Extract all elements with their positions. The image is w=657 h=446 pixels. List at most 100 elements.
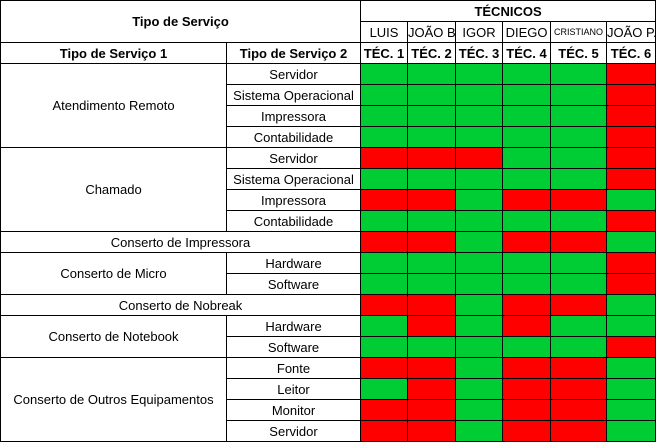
status-cell-tec-3	[455, 357, 504, 379]
status-cell-tec-1	[360, 336, 409, 358]
service-type2-cell: Contabilidade	[225, 210, 362, 232]
status-cell-tec-1	[360, 63, 409, 85]
table-row: Conserto de Outros Equipamentos Fonte	[0, 357, 657, 442]
status-cell-tec-2	[407, 168, 457, 190]
table-row: Conserto de Nobreak	[0, 294, 657, 316]
tech-code-2: TÉC. 2	[407, 42, 457, 64]
status-cell-tec-5	[550, 294, 608, 316]
status-cell-tec-6	[606, 147, 657, 169]
status-cell-tec-3	[455, 126, 504, 148]
status-cell-tec-5	[550, 252, 608, 274]
status-cell-tec-3	[455, 399, 504, 421]
status-cell-tec-2	[407, 210, 457, 232]
status-cell-tec-1	[360, 231, 409, 253]
status-cell-tec-3	[455, 210, 504, 232]
status-cell-tec-1	[360, 189, 409, 211]
status-cell-tec-1	[360, 168, 409, 190]
status-cell-tec-6	[606, 420, 657, 442]
status-cell-tec-3	[455, 294, 504, 316]
status-cell-tec-6	[606, 252, 657, 274]
status-cell-tec-2	[407, 399, 457, 421]
service-type1-cell: Chamado	[0, 147, 227, 232]
status-cell-tec-3	[455, 273, 504, 295]
status-cell-tec-2	[407, 147, 457, 169]
tech-code-6: TÉC. 6	[606, 42, 657, 64]
tech-code-1: TÉC. 1	[360, 42, 409, 64]
service-type1-cell: Atendimento Remoto	[0, 63, 227, 148]
service-type2-cell: Servidor	[225, 420, 362, 442]
status-cell-tec-6	[606, 168, 657, 190]
status-cell-tec-6	[606, 315, 657, 337]
status-cell-tec-5	[550, 336, 608, 358]
service-type2-cell: Sistema Operacional	[225, 84, 362, 106]
status-cell-tec-5	[550, 168, 608, 190]
service-type1-cell: Conserto de Impressora	[0, 231, 362, 253]
table-row: Conserto de Impressora	[0, 231, 657, 253]
table-row: Servidor	[1, 420, 657, 442]
status-cell-tec-4	[502, 231, 552, 253]
status-cell-tec-4	[502, 63, 552, 85]
status-cell-tec-5	[550, 399, 608, 421]
status-cell-tec-6	[606, 63, 657, 85]
service-type2-cell: Software	[225, 336, 362, 358]
status-cell-tec-4	[502, 252, 552, 274]
service-type1-cell: Conserto de Micro	[0, 252, 227, 295]
status-cell-tec-2	[407, 357, 457, 379]
status-cell-tec-5	[550, 420, 608, 442]
status-cell-tec-6	[606, 357, 657, 379]
table-row: Sistema Operacional	[1, 168, 657, 190]
status-cell-tec-2	[407, 420, 457, 442]
table-row: Impressora	[1, 189, 657, 211]
tech-code-3: TÉC. 3	[455, 42, 504, 64]
status-cell-tec-3	[455, 147, 504, 169]
status-cell-tec-4	[502, 126, 552, 148]
tech-name-5: CRISTIANO	[550, 21, 608, 43]
status-cell-tec-6	[606, 105, 657, 127]
status-cell-tec-5	[550, 147, 608, 169]
status-cell-tec-2	[407, 336, 457, 358]
tipo-servico-header: Tipo de Serviço	[0, 0, 362, 43]
status-cell-tec-5	[550, 357, 608, 379]
service-type2-cell: Servidor	[225, 147, 362, 169]
status-cell-tec-6	[606, 399, 657, 421]
status-cell-tec-3	[455, 168, 504, 190]
status-cell-tec-2	[407, 105, 457, 127]
status-cell-tec-3	[455, 420, 504, 442]
status-cell-tec-1	[360, 84, 409, 106]
service-type1-cell: Conserto de Notebook	[0, 315, 227, 358]
status-cell-tec-4	[502, 273, 552, 295]
status-cell-tec-1	[360, 273, 409, 295]
tech-code-4: TÉC. 4	[502, 42, 552, 64]
service-type2-cell: Hardware	[225, 252, 362, 274]
status-cell-tec-4	[502, 210, 552, 232]
status-cell-tec-4	[502, 168, 552, 190]
status-cell-tec-1	[360, 105, 409, 127]
status-cell-tec-6	[606, 189, 657, 211]
tech-name-2: JOÃO B.	[407, 21, 457, 43]
status-cell-tec-4	[502, 294, 552, 316]
status-cell-tec-2	[407, 126, 457, 148]
status-cell-tec-4	[502, 84, 552, 106]
service-type2-cell: Leitor	[225, 378, 362, 400]
status-cell-tec-3	[455, 63, 504, 85]
status-cell-tec-2	[407, 189, 457, 211]
status-cell-tec-2	[407, 231, 457, 253]
status-cell-tec-3	[455, 231, 504, 253]
header-row-top: Tipo de Serviço TÉCNICOS	[0, 0, 657, 43]
status-cell-tec-3	[455, 189, 504, 211]
status-cell-tec-1	[360, 399, 409, 421]
status-cell-tec-4	[502, 357, 552, 379]
status-cell-tec-6	[606, 378, 657, 400]
status-cell-tec-1	[360, 294, 409, 316]
status-cell-tec-5	[550, 105, 608, 127]
col-tipo1-header: Tipo de Serviço 1	[0, 42, 227, 64]
status-cell-tec-6	[606, 336, 657, 358]
status-cell-tec-5	[550, 273, 608, 295]
tech-name-6: JOÃO P.	[606, 21, 657, 43]
status-cell-tec-1	[360, 315, 409, 337]
service-type2-cell: Monitor	[225, 399, 362, 421]
status-cell-tec-2	[407, 273, 457, 295]
service-type2-cell: Contabilidade	[225, 126, 362, 148]
table-row: Conserto de Notebook Hardware	[0, 315, 657, 358]
